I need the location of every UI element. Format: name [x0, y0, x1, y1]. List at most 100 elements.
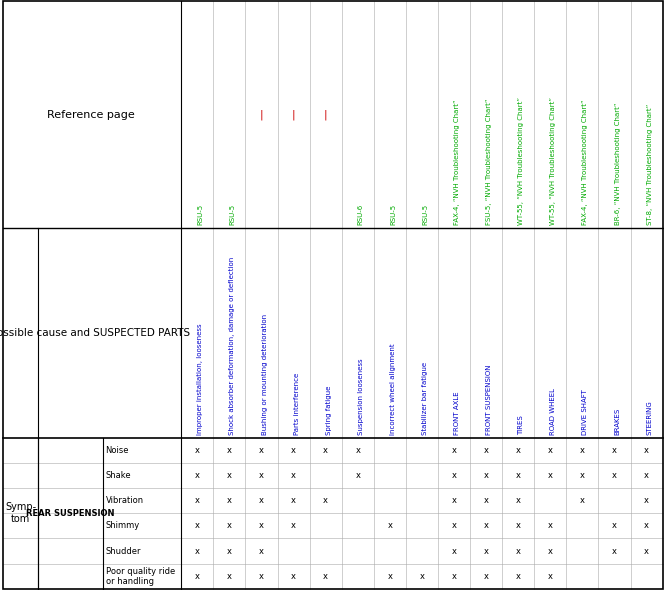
Text: |: |: [324, 110, 327, 120]
Text: x: x: [227, 546, 232, 556]
Text: x: x: [195, 546, 200, 556]
Text: x: x: [355, 446, 361, 455]
Text: x: x: [259, 496, 264, 505]
Text: x: x: [227, 471, 232, 480]
Text: x: x: [612, 446, 617, 455]
Text: Noise: Noise: [106, 446, 129, 455]
Text: x: x: [580, 471, 585, 480]
Text: x: x: [452, 496, 457, 505]
Text: x: x: [259, 572, 264, 581]
Text: x: x: [195, 572, 200, 581]
Text: Shake: Shake: [106, 471, 131, 480]
Text: x: x: [483, 446, 489, 455]
Text: FRONT SUSPENSION: FRONT SUSPENSION: [486, 365, 492, 435]
Text: Possible cause and SUSPECTED PARTS: Possible cause and SUSPECTED PARTS: [0, 328, 190, 338]
Text: Parts interference: Parts interference: [293, 373, 299, 435]
Text: DRIVE SHAFT: DRIVE SHAFT: [582, 389, 588, 435]
Text: x: x: [323, 446, 328, 455]
Text: x: x: [612, 546, 617, 556]
Text: BRAKES: BRAKES: [615, 408, 621, 435]
Text: x: x: [195, 446, 200, 455]
Text: WT-55, “NVH Troubleshooting Chart”: WT-55, “NVH Troubleshooting Chart”: [518, 97, 525, 225]
Text: x: x: [227, 522, 232, 530]
Text: REAR SUSPENSION: REAR SUSPENSION: [26, 509, 115, 518]
Text: x: x: [548, 572, 553, 581]
Text: x: x: [483, 522, 489, 530]
Text: x: x: [548, 471, 553, 480]
Text: x: x: [644, 522, 649, 530]
Text: x: x: [612, 471, 617, 480]
Text: STEERING: STEERING: [647, 401, 653, 435]
Text: x: x: [291, 522, 296, 530]
Text: x: x: [452, 546, 457, 556]
Text: Improper installation, looseness: Improper installation, looseness: [197, 324, 203, 435]
Text: x: x: [355, 471, 361, 480]
Text: |: |: [291, 110, 295, 120]
Text: x: x: [516, 572, 521, 581]
Text: x: x: [644, 446, 649, 455]
Text: x: x: [612, 522, 617, 530]
Text: x: x: [227, 446, 232, 455]
Text: x: x: [291, 471, 296, 480]
Text: ST-8, “NVH Troubleshooting Chart”: ST-8, “NVH Troubleshooting Chart”: [647, 104, 653, 225]
Text: x: x: [644, 496, 649, 505]
Text: x: x: [291, 446, 296, 455]
Text: RSU-5: RSU-5: [230, 204, 236, 225]
Text: x: x: [323, 496, 328, 505]
Text: x: x: [227, 496, 232, 505]
Text: x: x: [259, 471, 264, 480]
Text: x: x: [452, 522, 457, 530]
Text: x: x: [580, 496, 585, 505]
Text: x: x: [548, 446, 553, 455]
Text: x: x: [516, 471, 521, 480]
Text: TIRES: TIRES: [518, 416, 525, 435]
Text: x: x: [195, 496, 200, 505]
Text: Shudder: Shudder: [106, 546, 141, 556]
Text: Shimmy: Shimmy: [106, 522, 140, 530]
Text: Spring fatigue: Spring fatigue: [326, 386, 332, 435]
Text: x: x: [291, 572, 296, 581]
Text: x: x: [548, 546, 553, 556]
Text: x: x: [195, 522, 200, 530]
Text: RSU-5: RSU-5: [197, 204, 203, 225]
Text: x: x: [548, 522, 553, 530]
Text: x: x: [420, 572, 424, 581]
Text: RSU-6: RSU-6: [358, 204, 364, 225]
Text: x: x: [516, 446, 521, 455]
Text: FAX-4, “NVH Troubleshooting Chart”: FAX-4, “NVH Troubleshooting Chart”: [454, 100, 460, 225]
Text: FSU-5, “NVH Troubleshooting Chart”: FSU-5, “NVH Troubleshooting Chart”: [486, 99, 492, 225]
Text: x: x: [452, 572, 457, 581]
Text: Poor quality ride
or handling: Poor quality ride or handling: [106, 566, 175, 586]
Text: Symp-
tom: Symp- tom: [5, 503, 36, 524]
Text: |: |: [260, 110, 264, 120]
Text: x: x: [644, 471, 649, 480]
Text: x: x: [483, 471, 489, 480]
Text: x: x: [644, 546, 649, 556]
Text: x: x: [516, 496, 521, 505]
Text: ROAD WHEEL: ROAD WHEEL: [550, 388, 556, 435]
Text: RSU-5: RSU-5: [390, 204, 396, 225]
Text: Shock absorber deformation, damage or deflection: Shock absorber deformation, damage or de…: [230, 257, 236, 435]
Text: x: x: [323, 572, 328, 581]
Text: x: x: [291, 496, 296, 505]
Text: x: x: [452, 471, 457, 480]
Text: Reference page: Reference page: [46, 110, 135, 120]
Text: x: x: [516, 546, 521, 556]
Text: Incorrect wheel alignment: Incorrect wheel alignment: [390, 344, 396, 435]
Text: Stabilizer bar fatigue: Stabilizer bar fatigue: [422, 362, 428, 435]
Text: RSU-5: RSU-5: [422, 204, 428, 225]
Text: x: x: [387, 572, 392, 581]
Text: x: x: [483, 546, 489, 556]
Text: x: x: [483, 572, 489, 581]
Text: x: x: [227, 572, 232, 581]
Text: x: x: [259, 446, 264, 455]
Text: FAX-4, “NVH Troubleshooting Chart”: FAX-4, “NVH Troubleshooting Chart”: [582, 100, 588, 225]
Text: x: x: [483, 496, 489, 505]
Text: x: x: [580, 446, 585, 455]
Text: FRONT AXLE: FRONT AXLE: [454, 392, 460, 435]
Text: x: x: [387, 522, 392, 530]
Text: WT-55, “NVH Troubleshooting Chart”: WT-55, “NVH Troubleshooting Chart”: [550, 97, 556, 225]
Text: x: x: [195, 471, 200, 480]
Text: Suspension looseness: Suspension looseness: [358, 359, 364, 435]
Text: x: x: [259, 546, 264, 556]
